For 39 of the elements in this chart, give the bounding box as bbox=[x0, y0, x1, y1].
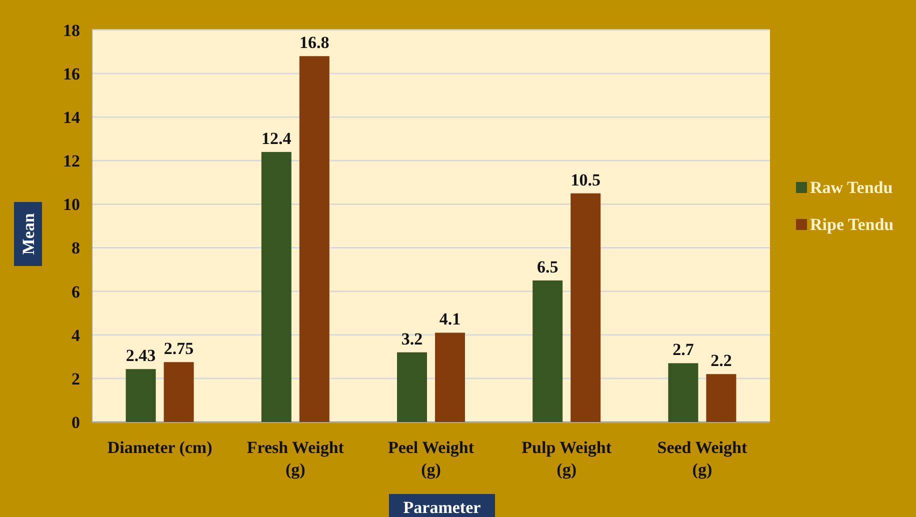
y-tick-label: 18 bbox=[63, 20, 80, 40]
y-tick-label: 2 bbox=[72, 369, 80, 388]
legend-label: Ripe Tendu bbox=[810, 214, 894, 234]
bar bbox=[126, 369, 156, 422]
data-label: 2.2 bbox=[710, 351, 732, 370]
data-label: 2.75 bbox=[164, 339, 194, 358]
y-tick-label: 0 bbox=[72, 412, 80, 432]
y-tick-label: 14 bbox=[63, 108, 80, 128]
bar bbox=[532, 280, 563, 422]
y-tick-label: 12 bbox=[63, 152, 80, 171]
data-label: 10.5 bbox=[570, 170, 600, 190]
data-label: 6.5 bbox=[536, 257, 558, 276]
x-tick-label: Fresh Weight (g) bbox=[246, 438, 344, 479]
data-label: 4.1 bbox=[439, 310, 461, 329]
data-label: 2.43 bbox=[126, 346, 156, 366]
bar bbox=[706, 374, 736, 422]
y-tick-label: 6 bbox=[72, 282, 80, 302]
y-tick-label: 8 bbox=[72, 238, 80, 258]
legend-label: Raw Tendu bbox=[810, 178, 893, 197]
data-label: 12.4 bbox=[262, 128, 292, 148]
x-tick-label: Peel Weight (g) bbox=[388, 438, 474, 479]
bar bbox=[299, 56, 330, 422]
x-tick-label: Seed Weight (g) bbox=[657, 438, 748, 479]
y-tick-label: 16 bbox=[63, 64, 80, 84]
y-tick-label: 4 bbox=[72, 326, 80, 345]
data-label: 2.7 bbox=[672, 340, 694, 360]
data-label: 16.8 bbox=[300, 33, 330, 52]
bar bbox=[435, 332, 465, 422]
bar bbox=[397, 352, 427, 422]
x-axis-title: Parameter bbox=[403, 498, 482, 517]
data-label: 3.2 bbox=[401, 329, 423, 348]
bar bbox=[261, 152, 292, 422]
bar bbox=[570, 193, 601, 422]
bar bbox=[668, 363, 698, 422]
y-axis-title: Mean bbox=[19, 212, 38, 255]
bar bbox=[164, 362, 194, 422]
x-tick-label: Diameter (cm) bbox=[107, 438, 212, 457]
y-tick-label: 10 bbox=[63, 195, 80, 214]
x-tick-label: Pulp Weight (g) bbox=[522, 438, 612, 479]
